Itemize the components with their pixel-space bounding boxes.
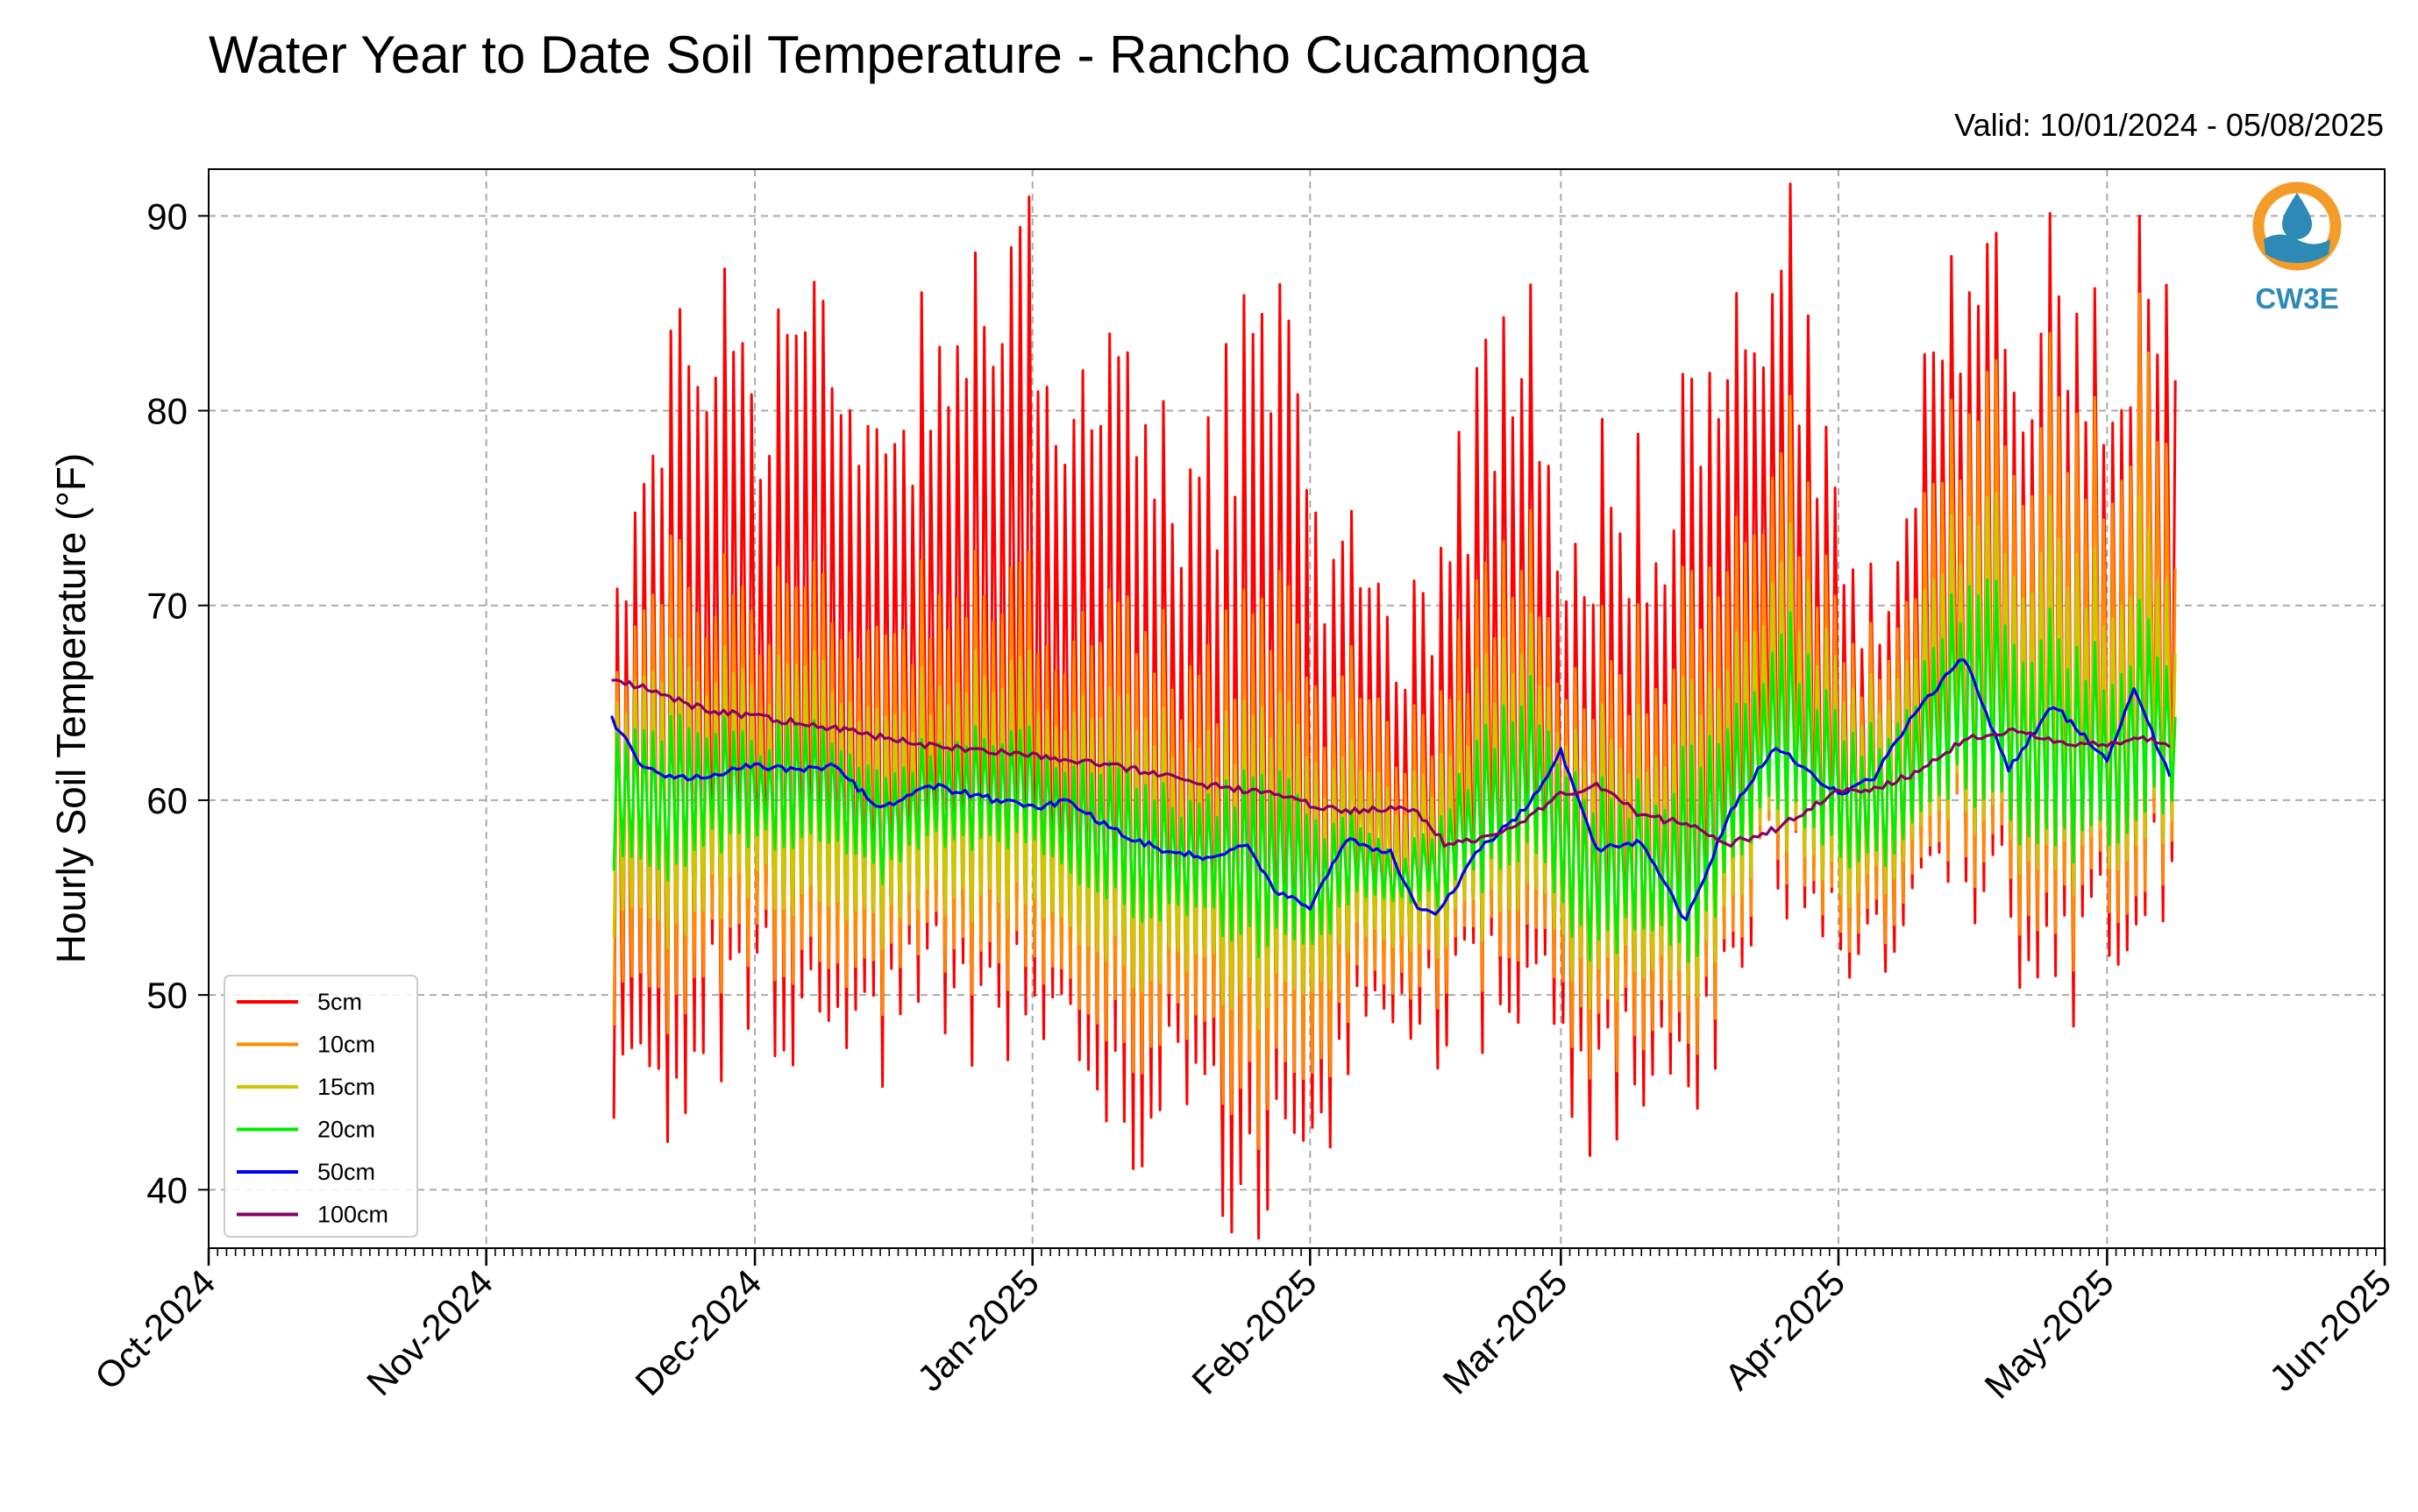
x-tick-label: Dec-2024 [627,1261,769,1403]
x-tick-label: Apr-2025 [1717,1261,1853,1397]
series-line-50cm [610,658,2172,921]
y-axis: 40 50 60 70 80 90 [146,195,209,1210]
y-tick-label: 40 [146,1169,188,1210]
x-axis: Oct-2024 Nov-2024 Dec-2024 Jan-2025 Feb-2025… [87,1248,2399,1406]
legend-label-5cm: 5cm [317,989,362,1015]
x-tick-label: Jun-2025 [2261,1261,2399,1399]
legend-label-15cm: 15cm [317,1074,375,1100]
series-line-100cm [611,678,2171,848]
y-tick-label: 70 [146,586,188,627]
legend-label-10cm: 10cm [317,1032,375,1058]
y-tick-label: 60 [146,780,188,821]
logo-text: CW3E [2255,282,2338,315]
x-tick-label: May-2025 [1976,1261,2121,1406]
series-lines [610,182,2177,1240]
y-tick-label: 80 [146,391,188,432]
legend: 5cm 10cm 15cm 20cm 50cm 100cm [224,975,418,1238]
gridlines [209,169,2385,1248]
water-drop-logo-icon [2282,193,2312,239]
x-tick-label: Oct-2024 [87,1261,223,1397]
series-line-20cm [612,578,2177,963]
legend-label-50cm: 50cm [317,1159,375,1185]
valid-date-range: Valid: 10/01/2024 - 05/08/2025 [1954,107,2384,143]
legend-label-20cm: 20cm [317,1117,375,1143]
x-tick-label: Mar-2025 [1434,1261,1575,1402]
logo-wave [2264,234,2330,263]
x-tick-label: Feb-2025 [1184,1261,1324,1402]
x-tick-label: Nov-2024 [359,1261,501,1403]
logo: CW3E [2252,181,2342,315]
plot-frame [208,168,2386,1249]
y-tick-label: 50 [146,975,188,1016]
y-tick-label: 90 [146,195,188,237]
logo-ring [2252,181,2342,271]
legend-label-100cm: 100cm [317,1202,388,1228]
y-axis-label: Hourly Soil Temperature (°F) [48,453,94,964]
chart-title: Water Year to Date Soil Temperature - Ra… [209,25,1589,84]
x-tick-label: Jan-2025 [909,1261,1047,1399]
